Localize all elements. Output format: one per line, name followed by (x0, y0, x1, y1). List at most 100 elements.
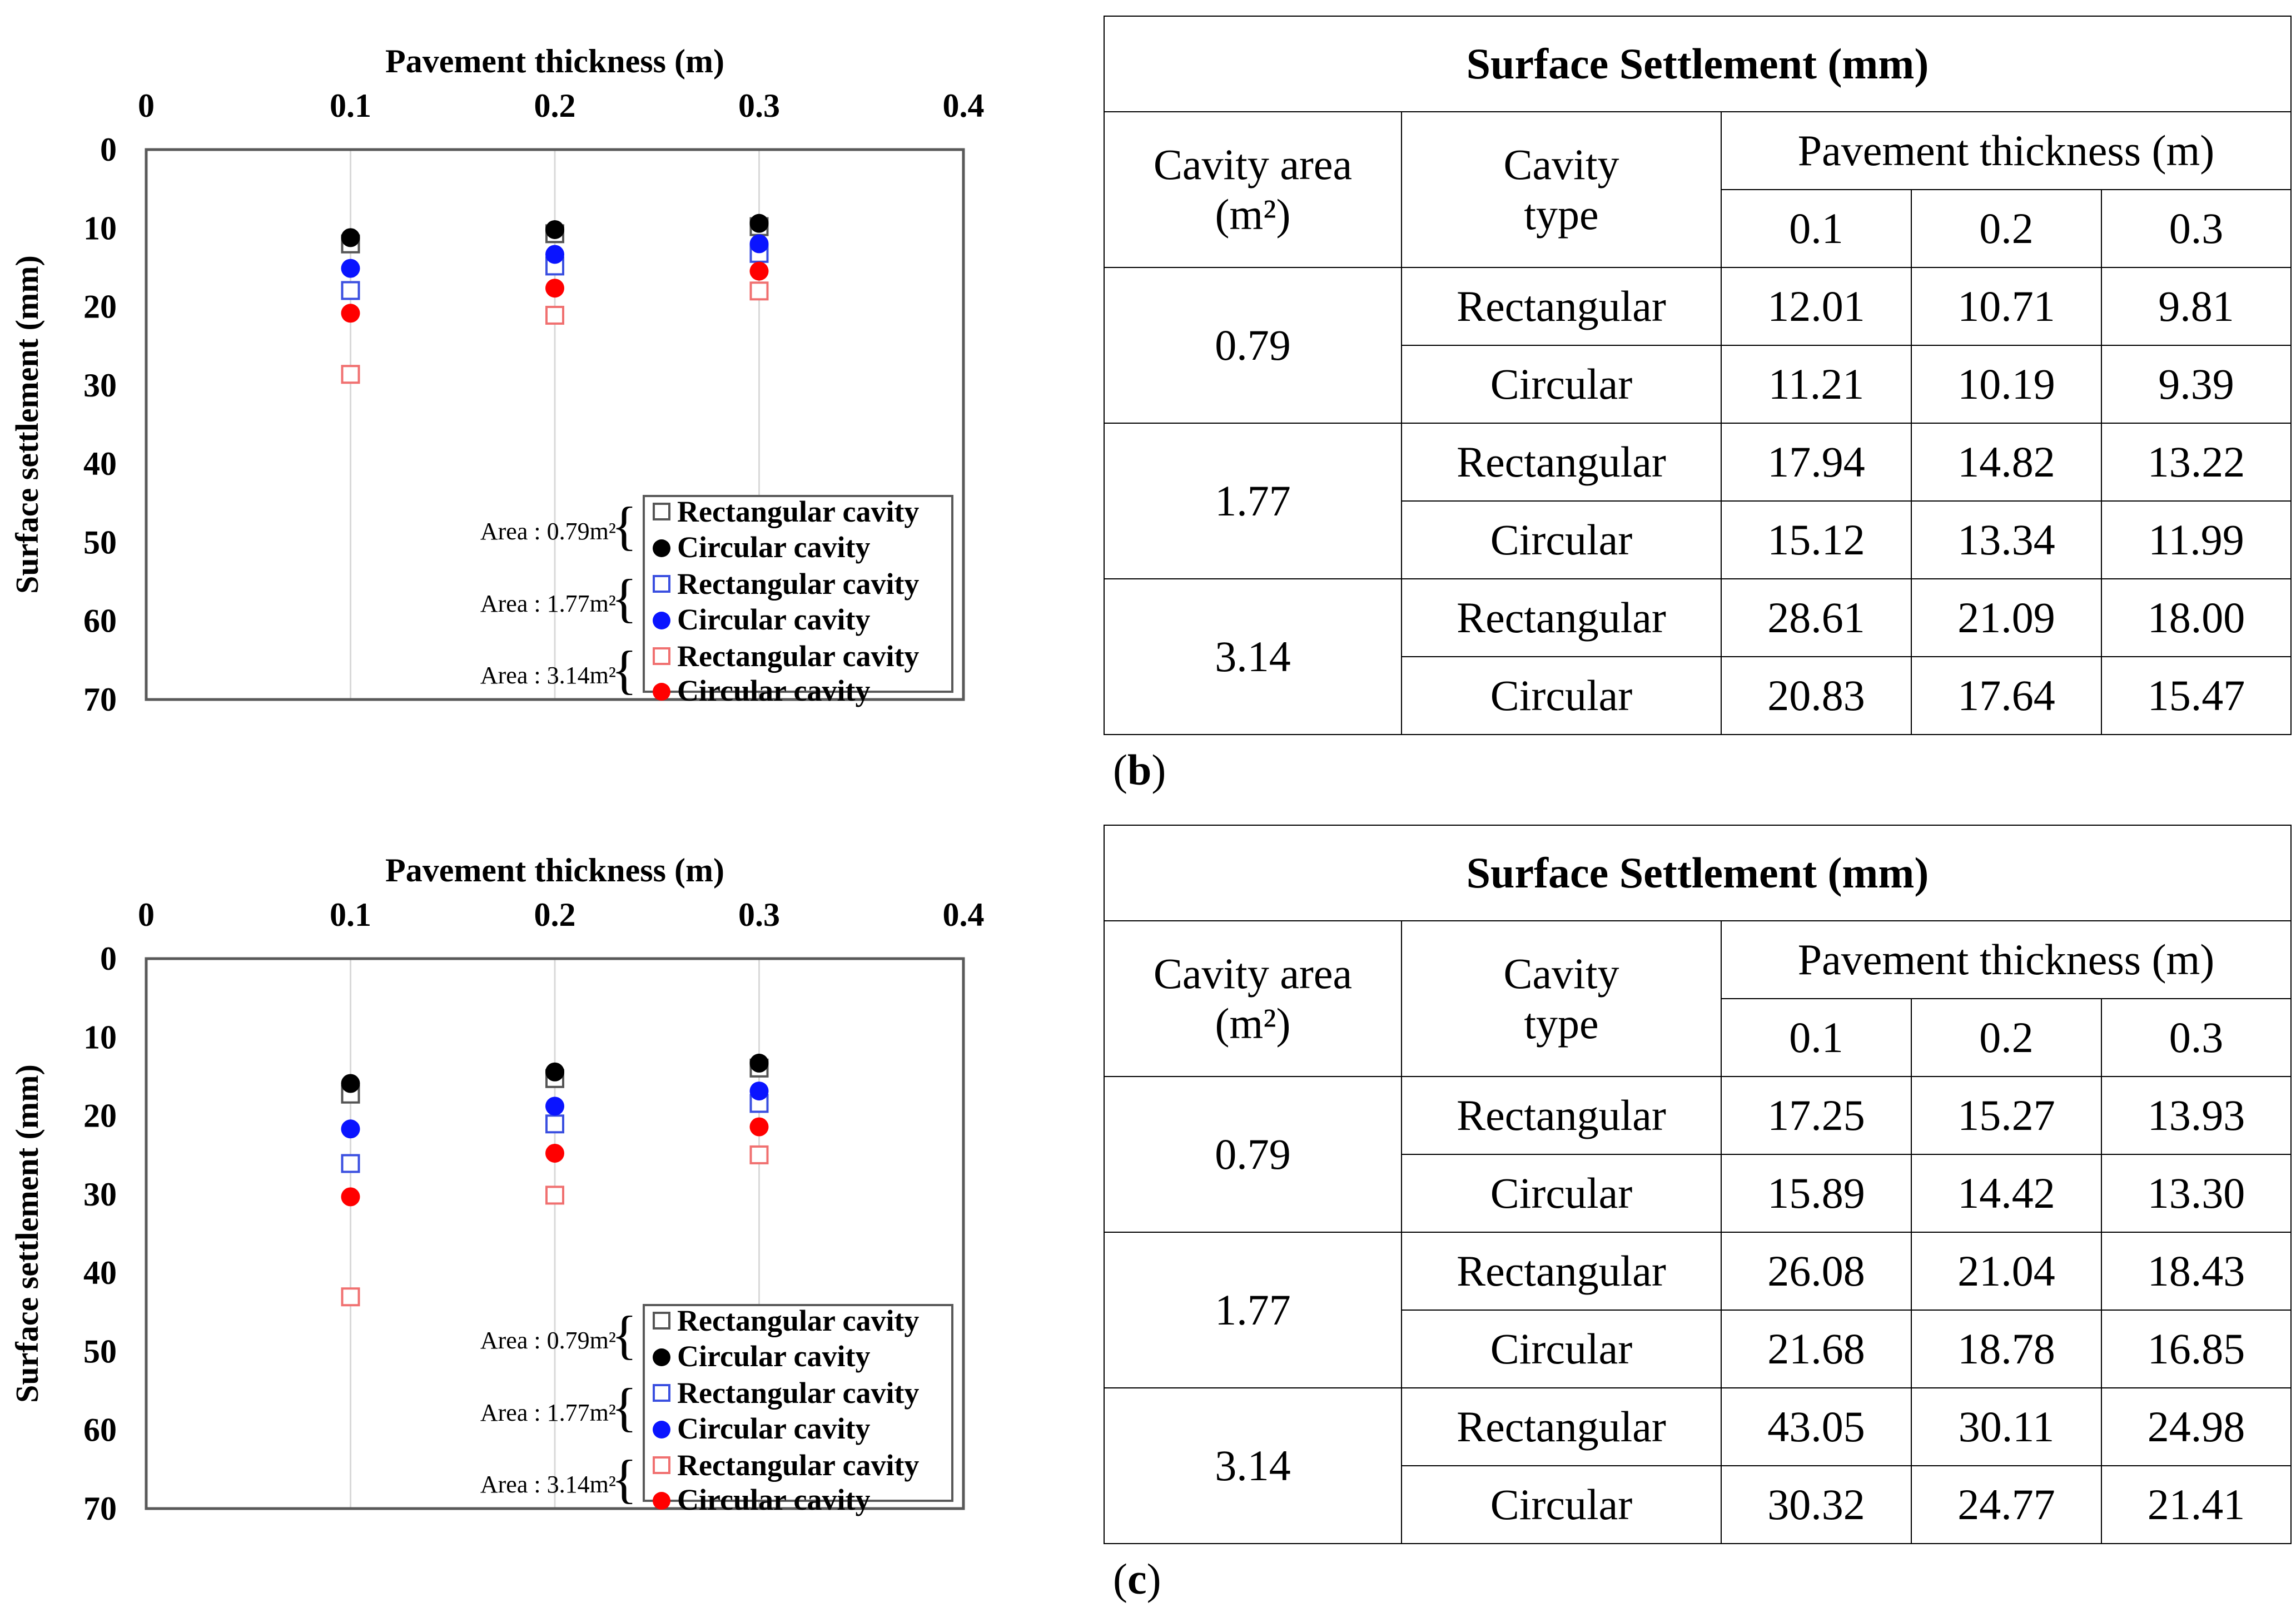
header-thickness-0.1: 0.1 (1721, 189, 1912, 268)
cell-value: 21.41 (2100, 1465, 2292, 1544)
y-tick-label: 50 (83, 1333, 117, 1370)
cell-type: Circular (1401, 656, 1722, 735)
header-cavity-area: Cavity area (m²) (1104, 920, 1402, 1077)
legend-brace: { (612, 568, 637, 628)
cell-value: 12.01 (1721, 267, 1912, 346)
cell-value: 13.30 (2100, 1154, 2292, 1233)
y-tick-label: 30 (83, 367, 117, 404)
cell-value: 16.85 (2100, 1309, 2292, 1388)
cell-value: 15.47 (2100, 656, 2292, 735)
legend-brace: { (612, 1305, 637, 1365)
y-tick-label: 30 (83, 1176, 117, 1213)
data-point-circular (341, 1074, 360, 1093)
chart-svg-a: Pavement thickness (m) 0 0.1 0.2 0.3 0.4 0 10 20… (9, 43, 985, 718)
cell-type: Circular (1401, 500, 1722, 579)
legend-label: Rectangular cavity (677, 495, 919, 528)
cell-type: Rectangular (1401, 1076, 1722, 1155)
y-tick-label: 20 (83, 1098, 117, 1134)
legend-label: Rectangular cavity (677, 567, 919, 601)
cell-type: Circular (1401, 1309, 1722, 1388)
legend-box (643, 495, 953, 693)
y-axis-title: Surface settlement (mm) (9, 1064, 45, 1403)
cell-value: 28.61 (1721, 578, 1912, 657)
x-tick-label: 0.1 (330, 87, 371, 124)
data-point-rectangular (545, 305, 564, 325)
header-cavity-type-line1: Cavity (1503, 949, 1619, 998)
header-thickness-0.3: 0.3 (2100, 189, 2292, 268)
header-thickness-0.3: 0.3 (2100, 998, 2292, 1077)
cell-value: 11.99 (2100, 500, 2292, 579)
panel-label-letter: b (1127, 746, 1152, 794)
cell-value: 20.83 (1721, 656, 1912, 735)
y-tick-label: 70 (83, 681, 117, 718)
legend-brace: { (612, 496, 637, 555)
cell-value: 10.19 (1911, 345, 2102, 424)
data-point-circular (341, 1119, 360, 1139)
x-tick-label: 0 (138, 896, 155, 933)
x-tick-label: 0.3 (738, 87, 780, 124)
x-axis-title: Pavement thickness (m) (385, 43, 724, 80)
legend-marker-rectangular (653, 575, 670, 593)
header-cavity-type-line2: type (1524, 999, 1599, 1048)
data-point-circular (749, 214, 769, 233)
cell-area: 1.77 (1104, 1232, 1402, 1388)
y-tick-label: 10 (83, 1019, 117, 1055)
cell-type: Rectangular (1401, 267, 1722, 346)
header-cavity-area-unit: (m²) (1215, 190, 1291, 239)
cell-value: 21.09 (1911, 578, 2102, 657)
cell-value: 9.81 (2100, 267, 2292, 346)
table-title: Surface Settlement (mm) (1103, 825, 2292, 921)
header-thickness-0.2: 0.2 (1911, 998, 2102, 1077)
cell-area: 0.79 (1104, 267, 1402, 424)
cell-area: 1.77 (1104, 423, 1402, 579)
cell-value: 24.77 (1911, 1465, 2102, 1544)
panel-label-open: ( (1113, 746, 1127, 794)
legend-marker-rectangular (653, 1456, 670, 1474)
cell-value: 10.71 (1911, 267, 2102, 346)
cell-type: Rectangular (1401, 1387, 1722, 1466)
data-point-rectangular (341, 365, 360, 384)
data-point-rectangular (341, 1287, 360, 1307)
legend-area-label: Area : 3.14m² (480, 1471, 616, 1498)
data-point-circular (749, 1053, 769, 1073)
chart-svg-c: Pavement thickness (m) 0 0.1 0.2 0.3 0.4 0 10 20… (9, 852, 985, 1527)
cell-value: 15.27 (1911, 1076, 2102, 1155)
cell-area: 3.14 (1104, 1387, 1402, 1544)
x-tick-label: 0 (138, 87, 155, 124)
x-tick-label: 0.2 (534, 896, 576, 933)
cell-value: 13.34 (1911, 500, 2102, 579)
cell-value: 17.94 (1721, 423, 1912, 502)
panel-label-c: (c) (1113, 1554, 1161, 1604)
data-point-circular (545, 1143, 564, 1163)
header-cavity-type: Cavity type (1401, 920, 1722, 1077)
x-axis-title: Pavement thickness (m) (385, 852, 724, 889)
legend-marker-circular (653, 683, 670, 701)
legend-label: Circular cavity (677, 1412, 870, 1445)
legend-marker-rectangular (653, 503, 670, 520)
legend-brace: { (612, 640, 637, 700)
data-point-circular (749, 234, 769, 254)
panel-label-close: ) (1151, 746, 1166, 794)
data-point-rectangular (545, 1114, 564, 1134)
cell-value: 17.64 (1911, 656, 2102, 735)
legend-marker-circular (653, 1348, 670, 1366)
x-tick-label: 0.2 (534, 87, 576, 124)
data-point-circular (341, 259, 360, 278)
data-point-rectangular (341, 281, 360, 300)
data-point-circular (341, 1187, 360, 1207)
header-cavity-area-label: Cavity area (1153, 949, 1353, 998)
data-point-rectangular (749, 281, 769, 301)
cell-value: 18.00 (2100, 578, 2292, 657)
header-thickness-0.1: 0.1 (1721, 998, 1912, 1077)
data-point-rectangular (749, 1145, 769, 1164)
legend-marker-circular (653, 1492, 670, 1510)
header-pavement-thickness: Pavement thickness (m) (1720, 920, 2292, 999)
cell-area: 0.79 (1104, 1076, 1402, 1233)
x-tick-label: 0.3 (738, 896, 780, 933)
cell-type: Circular (1401, 345, 1722, 424)
data-point-circular (749, 261, 769, 281)
cell-value: 15.12 (1721, 500, 1912, 579)
cell-type: Circular (1401, 1154, 1722, 1233)
plot-frame (145, 148, 965, 701)
cell-value: 14.42 (1911, 1154, 2102, 1233)
